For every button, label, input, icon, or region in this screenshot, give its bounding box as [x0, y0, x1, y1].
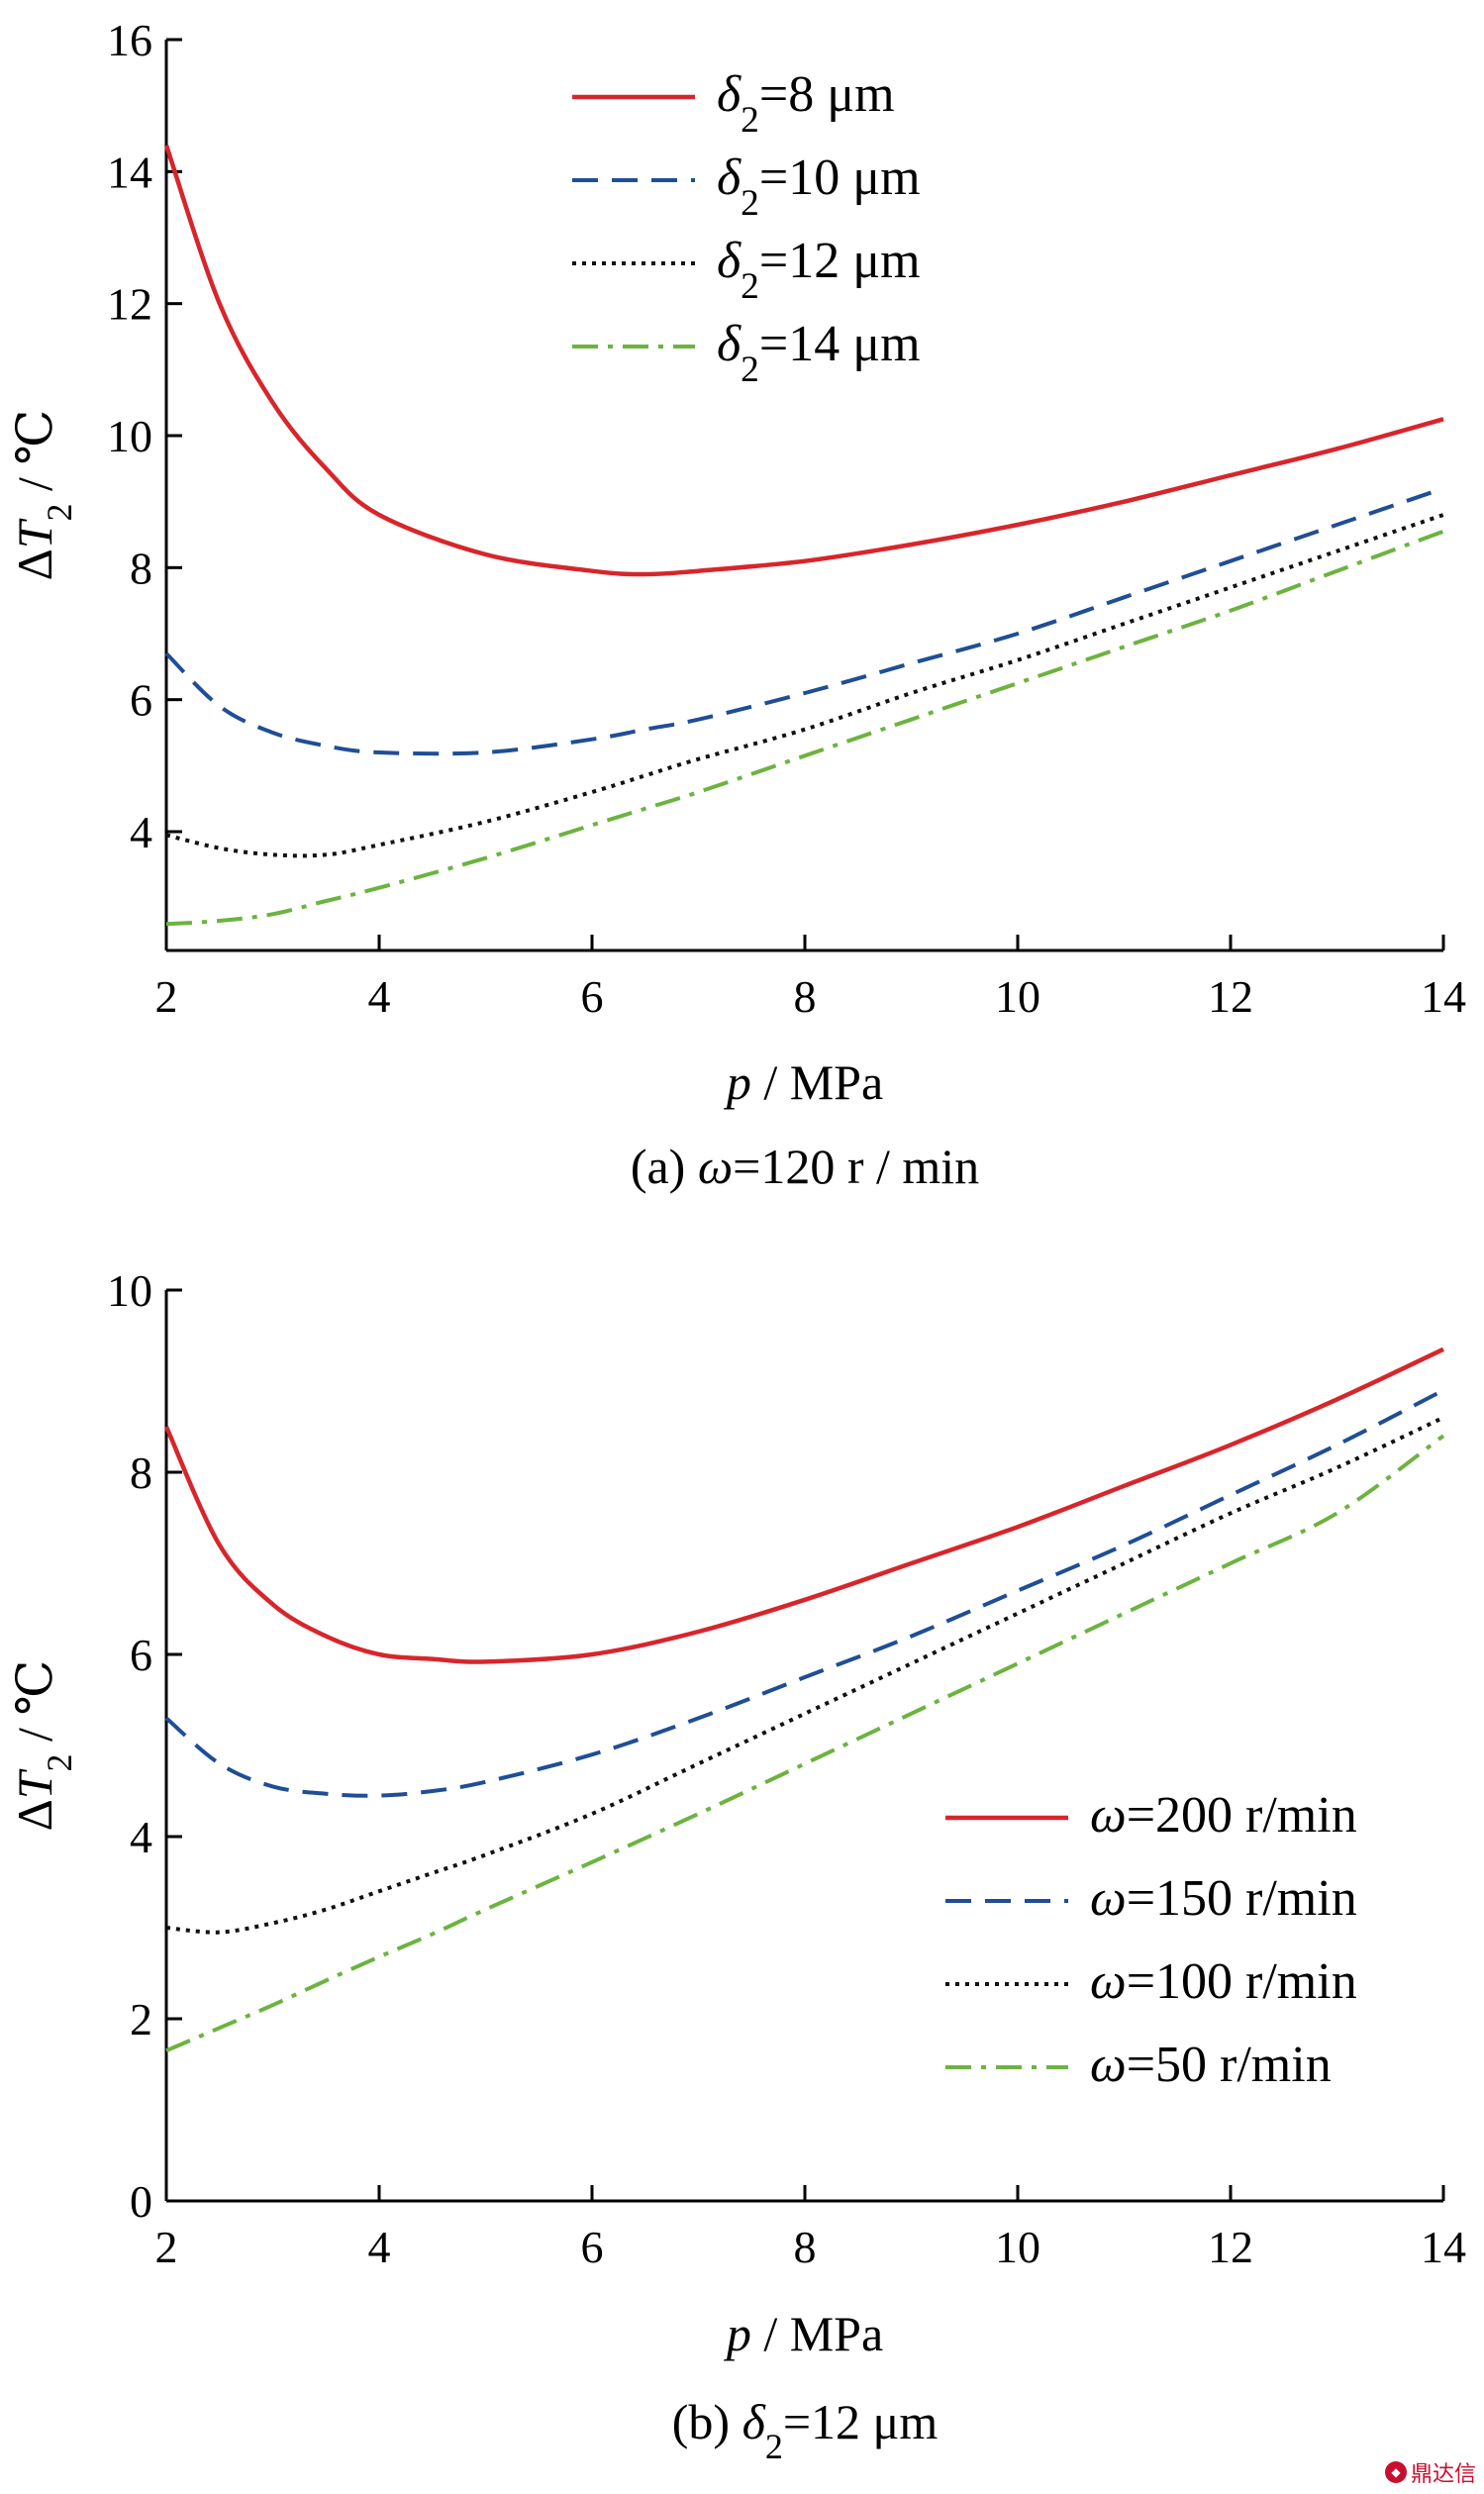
x-tick-label: 14: [1421, 2222, 1466, 2272]
x-tick-label: 10: [995, 971, 1040, 1022]
chart-panel-a: 2 4 6 8 10 12 14 4 6 8 10 12 14 16 ΔT2 / ℃ p / MPa (a) ω…: [7, 15, 1466, 1194]
series-line-1: [164, 1388, 1444, 1798]
y-axis-label: ΔT2 / ℃: [7, 410, 79, 581]
x-axis-label: p / MPa: [724, 1054, 883, 1110]
x-tick-label: 4: [368, 2222, 391, 2272]
y-tick-label: 4: [130, 807, 152, 857]
y-tick-label: 10: [107, 411, 152, 461]
watermark-text: 鼎达信: [1410, 2462, 1476, 2487]
x-tick-label: 6: [581, 2222, 604, 2272]
x-tick-label: 14: [1421, 971, 1466, 1022]
x-tick-label: 8: [794, 2222, 817, 2272]
series-line-2: [165, 513, 1444, 858]
series-line-1: [164, 486, 1444, 756]
x-tick-label: 8: [794, 971, 817, 1022]
y-tick-label: 14: [107, 147, 152, 197]
y-tick-label: 2: [130, 1994, 152, 2045]
y-tick-label: 10: [107, 1265, 152, 1316]
y-axis-label: ΔT2 / ℃: [7, 1660, 79, 1832]
x-tick-label: 12: [1208, 2222, 1253, 2272]
x-axis-label: p / MPa: [724, 2306, 883, 2361]
legend-label-0: ω=200 r/min: [1090, 1787, 1357, 1844]
y-tick-label: 6: [130, 1630, 152, 1680]
x-tick-label: 12: [1208, 971, 1253, 1022]
y-tick-label: 12: [107, 279, 152, 330]
watermark-logo-icon: ◆: [1384, 2461, 1407, 2483]
y-tick-label: 4: [130, 1812, 152, 1862]
series-line-3: [165, 529, 1444, 927]
x-tick-label: 4: [368, 971, 391, 1022]
x-tick-label: 2: [155, 2222, 178, 2272]
x-tick-label: 2: [155, 971, 178, 1022]
y-tick-label: 0: [130, 2176, 152, 2227]
legend-label-3: ω=50 r/min: [1090, 2037, 1332, 2093]
series-line-3: [165, 1434, 1445, 2053]
chart-caption: (b) δ2=12 μm: [672, 2394, 939, 2466]
y-tick-label: 6: [130, 675, 152, 726]
series-line-2: [165, 1415, 1444, 1935]
x-tick-label: 10: [995, 2222, 1040, 2272]
legend-label-1: ω=150 r/min: [1090, 1870, 1357, 1927]
x-tick-label: 6: [581, 971, 604, 1022]
series-line-0: [163, 1347, 1444, 1664]
y-tick-label: 16: [107, 15, 152, 65]
chart-caption: (a) ω=120 r / min: [631, 1139, 979, 1194]
legend-label-0: δ2=8 μm: [717, 66, 895, 141]
series-line-0: [163, 144, 1444, 577]
watermark: ◆ 鼎达信: [1384, 2456, 1476, 2488]
y-tick-label: 8: [130, 543, 152, 593]
legend-label-2: ω=100 r/min: [1090, 1953, 1357, 2010]
y-tick-label: 8: [130, 1447, 152, 1498]
legend-label-2: δ2=12 μm: [717, 233, 921, 307]
legend-label-3: δ2=14 μm: [717, 316, 921, 390]
legend-label-1: δ2=10 μm: [717, 150, 921, 224]
